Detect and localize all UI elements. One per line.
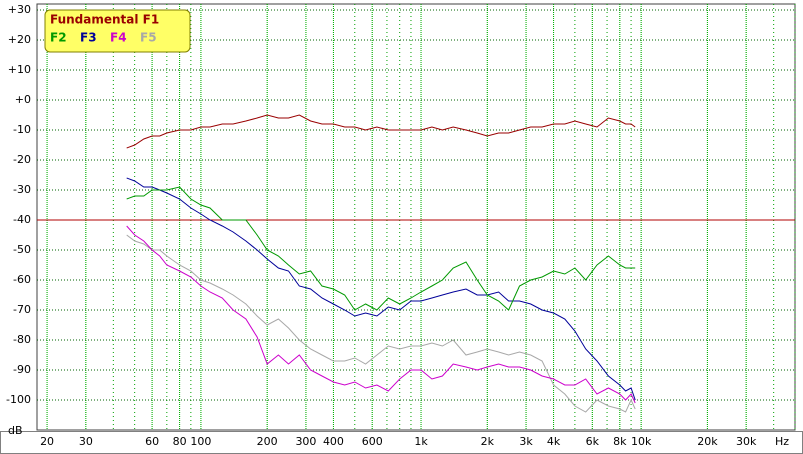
series-line <box>126 114 636 149</box>
y-tick-label: -60 <box>13 273 31 286</box>
legend-entry: Fundamental F1 <box>50 13 159 27</box>
x-tick-label: 10k <box>631 435 652 448</box>
x-tick-label: 80 <box>173 435 187 448</box>
series-line <box>126 177 636 401</box>
x-tick-label: 30 <box>79 435 93 448</box>
y-tick-label: -100 <box>6 393 31 406</box>
legend-entry: F4 <box>110 31 127 45</box>
x-tick-label: 200 <box>257 435 278 448</box>
x-tick-label: 20 <box>40 435 54 448</box>
y-tick-label: -20 <box>13 153 31 166</box>
y-tick-label: +10 <box>8 63 31 76</box>
y-tick-label: -70 <box>13 303 31 316</box>
y-tick-label: +0 <box>15 93 31 106</box>
legend: Fundamental F1 F2 F3 F4 F5 <box>44 9 191 53</box>
x-tick-label: 20k <box>697 435 718 448</box>
series-line <box>126 234 636 413</box>
y-tick-label: -50 <box>13 243 31 256</box>
legend-entry: F2 <box>50 31 67 45</box>
series-line <box>126 225 636 404</box>
x-tick-label: 4k <box>547 435 561 448</box>
plot-area <box>36 3 796 431</box>
grid <box>37 4 796 430</box>
series-lines <box>126 114 636 413</box>
y-tick-label: -40 <box>13 213 31 226</box>
y-tick-label: -80 <box>13 333 31 346</box>
y-tick-label: +30 <box>8 3 31 16</box>
legend-entry: F5 <box>140 31 157 45</box>
x-tick-label: 1k <box>414 435 428 448</box>
series-line <box>126 186 636 311</box>
axis-labels: 20 30 60 80 100 200 300 400 600 1k 2k 3k 4k 6k 8k 10k 20… <box>6 3 757 448</box>
x-tick-label: 600 <box>362 435 383 448</box>
x-axis-label: Hz <box>775 435 789 448</box>
legend-entry: F3 <box>80 31 97 45</box>
x-tick-label: 300 <box>295 435 316 448</box>
y-tick-label: -90 <box>13 363 31 376</box>
y-tick-label: +20 <box>8 33 31 46</box>
x-tick-label: 3k <box>519 435 533 448</box>
x-tick-label: 2k <box>481 435 495 448</box>
x-tick-label: 8k <box>613 435 627 448</box>
x-tick-label: 30k <box>736 435 757 448</box>
y-axis-label: dB <box>8 424 23 437</box>
legend-box <box>44 9 191 53</box>
y-tick-label: -10 <box>13 123 31 136</box>
x-tick-label: 100 <box>190 435 211 448</box>
x-tick-label: 6k <box>586 435 600 448</box>
x-tick-label: 60 <box>145 435 159 448</box>
x-tick-label: 400 <box>323 435 344 448</box>
y-tick-label: -30 <box>13 183 31 196</box>
